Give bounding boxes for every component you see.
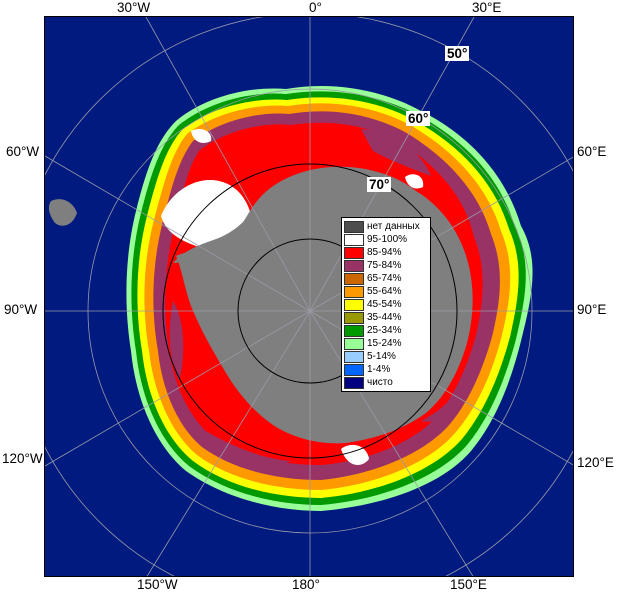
legend-item: 15-24% [344, 337, 428, 350]
lon-label-top-30w: 30°W [117, 0, 151, 15]
latitude-label-60: 60° [406, 111, 431, 126]
longitude-grid [45, 17, 573, 576]
legend-label: 45-54% [367, 298, 402, 310]
latitude-label-50: 50° [445, 46, 470, 61]
lon-label-bottom-180: 180° [292, 577, 320, 592]
lon-label-right-120e: 120°E [577, 455, 614, 470]
lon-label-right-90e: 90°E [577, 302, 607, 317]
legend-label: 95-100% [367, 233, 408, 245]
ice-patch-75-84 [361, 129, 431, 176]
legend-item: 65-74% [344, 272, 428, 285]
legend-item: 55-64% [344, 285, 428, 298]
legend-swatch [344, 311, 364, 324]
lon-label-bottom-150w: 150°W [137, 577, 178, 592]
legend-label: 65-74% [367, 272, 402, 284]
legend-swatch [344, 233, 364, 246]
lon-label-left-120w: 120°W [2, 451, 43, 466]
legend-swatch [344, 376, 364, 389]
legend-item: 45-54% [344, 298, 428, 311]
legend-label: 5-14% [367, 350, 396, 362]
legend-item: 85-94% [344, 246, 428, 259]
ice-patch-95-100 [405, 174, 424, 189]
legend-label: чисто [367, 376, 393, 388]
antarctic-peninsula [173, 206, 257, 263]
legend-item: 5-14% [344, 350, 428, 363]
legend-swatch [344, 298, 364, 311]
lon-label-bottom-150e: 150°E [450, 577, 487, 592]
lon-label-right-60e: 60°E [577, 144, 607, 159]
legend-label: 15-24% [367, 337, 402, 349]
legend-label: 25-34% [367, 324, 402, 336]
ice-patch-75-84 [421, 381, 463, 422]
legend-label: 85-94% [367, 246, 402, 258]
legend-swatch [344, 220, 364, 233]
ice-patch-75-84 [206, 431, 291, 467]
ice-patch-95-100 [161, 180, 253, 248]
legend-label: 1-4% [367, 363, 391, 375]
legend-item: 75-84% [344, 259, 428, 272]
legend-item: чисто [344, 376, 428, 389]
legend-label: 35-44% [367, 311, 402, 323]
lon-label-left-60w: 60°W [6, 144, 40, 159]
ice-patch-95-100 [191, 129, 212, 143]
map-canvas [45, 17, 573, 576]
lon-label-top-0: 0° [309, 0, 322, 15]
legend-item: 25-34% [344, 324, 428, 337]
legend-item: 1-4% [344, 363, 428, 376]
latitude-label-70: 70° [367, 177, 392, 192]
legend-swatch [344, 324, 364, 337]
legend-swatch [344, 363, 364, 376]
legend-swatch [344, 350, 364, 363]
south-america-land [48, 199, 77, 226]
legend-swatch [344, 272, 364, 285]
legend-label: 75-84% [367, 259, 402, 271]
ice-patch-75-84 [169, 301, 184, 381]
legend-item: 95-100% [344, 233, 428, 246]
sea-ice-map: 50° 60° 70° [44, 16, 574, 577]
legend-swatch [344, 285, 364, 298]
legend-label: нет данных [367, 220, 420, 232]
legend-swatch [344, 337, 364, 350]
lon-label-top-30e: 30°E [472, 0, 502, 15]
legend-swatch [344, 259, 364, 272]
lon-label-left-90w: 90°W [4, 302, 38, 317]
legend-label: 55-64% [367, 285, 402, 297]
legend-swatch [344, 246, 364, 259]
legend-item: нет данных [344, 220, 428, 233]
legend: нет данных 95-100% 85-94% 75-84% 65-74% 55-64… [341, 217, 431, 392]
ice-patch-95-100 [341, 444, 369, 465]
legend-item: 35-44% [344, 311, 428, 324]
